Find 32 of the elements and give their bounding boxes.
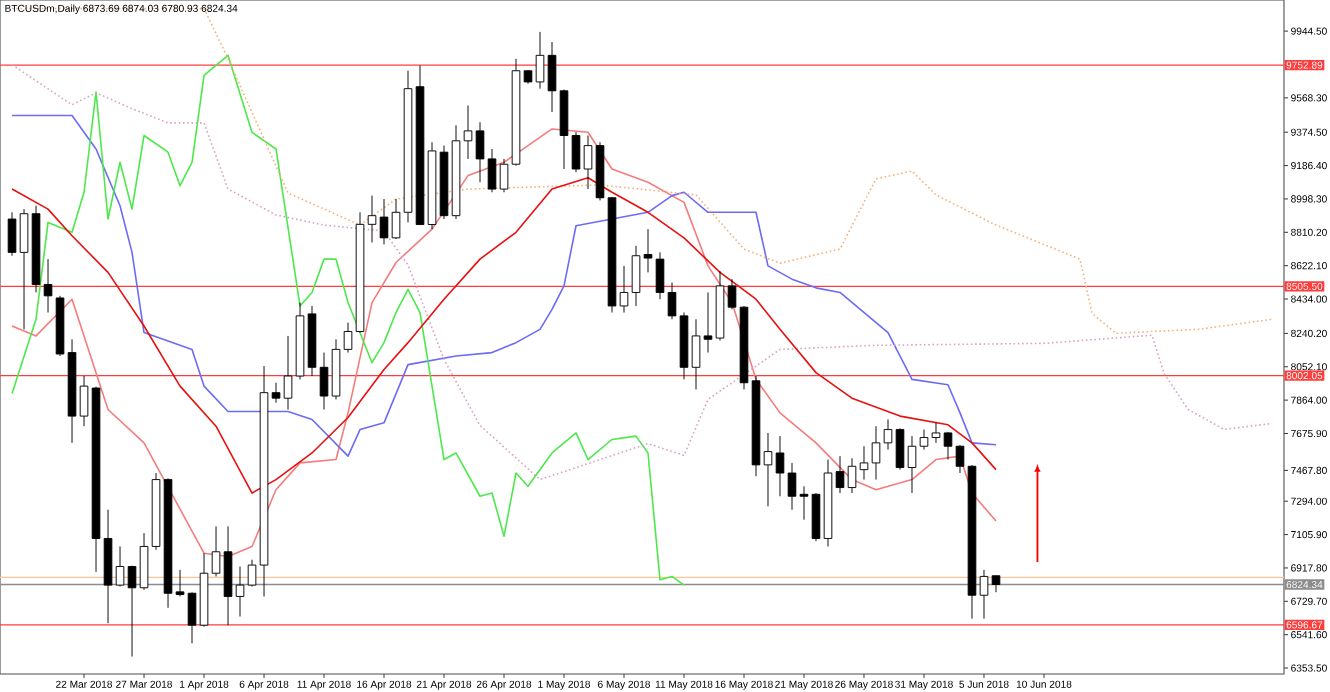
line-series [11, 54, 685, 586]
candlestick [583, 135, 593, 190]
candlestick [703, 292, 713, 354]
line-series [11, 63, 1273, 481]
candlestick [643, 228, 653, 273]
candlestick [811, 492, 821, 542]
candlestick [979, 569, 989, 620]
candlestick [847, 457, 857, 494]
candlestick [895, 427, 905, 471]
candlestick [955, 444, 965, 474]
candlestick [931, 422, 941, 444]
candlestick [667, 282, 677, 320]
candlestick [499, 158, 509, 193]
candlestick [943, 431, 953, 461]
candlestick [907, 435, 917, 494]
candlestick [727, 278, 737, 310]
candlestick [631, 245, 641, 307]
candlestick [871, 425, 881, 481]
line-series [11, 176, 997, 494]
candlestick [655, 251, 665, 300]
line-series [11, 114, 997, 457]
candlestick [787, 462, 797, 511]
candlestick [691, 318, 701, 390]
candlestick [919, 429, 929, 451]
candlestick [991, 575, 1001, 593]
candlestick [799, 485, 809, 521]
candlestick [763, 432, 773, 507]
candlestick [835, 455, 845, 494]
candlestick [547, 41, 557, 113]
candlestick [775, 435, 785, 497]
candlestick [883, 418, 893, 451]
candlestick [859, 445, 869, 481]
